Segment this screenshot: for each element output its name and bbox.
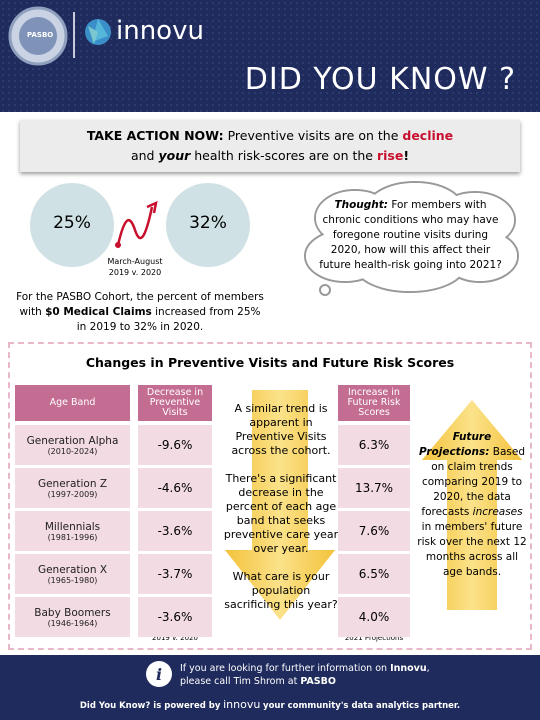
info-org: PASBO — [300, 676, 336, 687]
age-years: (2010-2024) — [47, 446, 98, 456]
middle-text: A similar trend is apparent in Preventiv… — [222, 402, 340, 626]
caption-bold: $0 Medical Claims — [45, 306, 152, 318]
age-band-cell: Generation Alpha (2010-2024) — [15, 425, 130, 465]
header — [0, 0, 540, 112]
table-header: Increase in Future Risk Scores — [338, 385, 410, 421]
info-text: If you are looking for further informati… — [180, 663, 388, 674]
projections: Future Projections: Based on claim trend… — [417, 430, 527, 580]
thought-label: Thought: — [334, 199, 388, 211]
decrease-value: -3.6% — [138, 511, 212, 551]
footer — [0, 655, 540, 720]
projections-label: Future Projections: — [418, 431, 492, 458]
partner-text: your community's data analytics partner. — [263, 701, 461, 711]
stats-art — [30, 183, 250, 267]
section-box — [8, 342, 532, 650]
decrease-value: -9.6% — [138, 425, 212, 465]
powered: Did You Know? is powered by innovu your … — [0, 698, 540, 711]
banner: TAKE ACTION NOW: Preventive visits are o… — [20, 120, 520, 172]
age-band-cell: Baby Boomers (1946-1964) — [15, 597, 130, 637]
caption-text: For the PASBO Cohort, the percent of mem… — [16, 291, 264, 318]
logo-text: PASBO — [27, 31, 54, 39]
banner-lead: TAKE ACTION NOW: — [86, 128, 224, 143]
increase-note: 2021 Projections — [344, 634, 404, 642]
age-years: (1946-1964) — [47, 618, 98, 628]
header-art — [8, 6, 111, 66]
stat-after: 32% — [189, 213, 227, 233]
title: DID YOU KNOW ? — [244, 62, 516, 97]
middle-paragraph: What care is your population sacrificing… — [224, 570, 338, 611]
age-band: Generation X — [37, 563, 108, 576]
info-icon: i — [146, 661, 172, 687]
projections-text: in members' future risk over the next 12… — [417, 521, 527, 578]
banner-decline: decline — [402, 128, 454, 143]
projections-em: increases — [472, 506, 523, 518]
decrease-value: -3.6% — [138, 597, 212, 637]
age-band-cell: Generation Z (1997-2009) — [15, 468, 130, 508]
thought-text: For members with chronic conditions who … — [319, 199, 502, 271]
age-years: (1997-2009) — [47, 489, 98, 499]
info: If you are looking for further informati… — [180, 662, 430, 688]
caption-text: increased from 25% in 2019 to 32% in 202… — [76, 306, 261, 333]
info-text: , please call Tim Shrom at — [180, 663, 430, 687]
decrease-note: 2019 v. 2020 — [152, 634, 198, 642]
increase-value: 13.7% — [338, 468, 410, 508]
projections-text: Based on claim trends comparing 2019 to … — [421, 446, 526, 518]
banner-bang: ! — [403, 148, 410, 163]
decrease-value: -4.6% — [138, 468, 212, 508]
banner-your: your — [158, 148, 191, 163]
banner-text: Preventive visits are on the — [227, 128, 399, 143]
age-band: Baby Boomers — [34, 606, 111, 619]
compare: 2019 v. 2020 — [108, 268, 162, 277]
age-years: (1965-1980) — [47, 575, 98, 585]
banner-text: and — [130, 148, 155, 163]
table-header: Age Band — [15, 385, 130, 421]
thought: Thought: For members with chronic condit… — [318, 198, 503, 273]
banner-text: health risk-scores are on the — [194, 148, 373, 163]
age-band: Generation Alpha — [26, 434, 119, 447]
age-band: Millennials — [44, 520, 101, 533]
middle-paragraph: There's a significant decrease in the pe… — [223, 472, 339, 555]
increase-value: 6.5% — [338, 554, 410, 594]
thought-cloud — [304, 181, 519, 296]
stats-caption: For the PASBO Cohort, the percent of mem… — [15, 290, 265, 335]
increase-value: 6.3% — [338, 425, 410, 465]
powered-brand: innovu — [223, 698, 261, 711]
section-title: Changes in Preventive Visits and Future … — [85, 355, 455, 370]
svg-text:i: i — [156, 665, 162, 684]
decrease-value: -3.7% — [138, 554, 212, 594]
middle-paragraph: A similar trend is apparent in Preventiv… — [231, 402, 331, 457]
age-band-cell: Generation X (1965-1980) — [15, 554, 130, 594]
brand: innovu — [116, 16, 204, 46]
period: March-August — [107, 257, 163, 266]
info-brand: Innovu — [390, 663, 427, 674]
table-header: Decrease in Preventive Visits — [138, 385, 212, 421]
increase-value: 4.0% — [338, 597, 410, 637]
age-band: Generation Z — [37, 477, 108, 490]
increase-value: 7.6% — [338, 511, 410, 551]
age-years: (1981-1996) — [47, 532, 98, 542]
banner-rise: rise — [376, 148, 404, 163]
arrows — [225, 390, 522, 620]
stat-before: 25% — [53, 213, 91, 233]
age-band-cell: Millennials (1981-1996) — [15, 511, 130, 551]
powered-text: Did You Know? is powered by — [79, 701, 221, 711]
